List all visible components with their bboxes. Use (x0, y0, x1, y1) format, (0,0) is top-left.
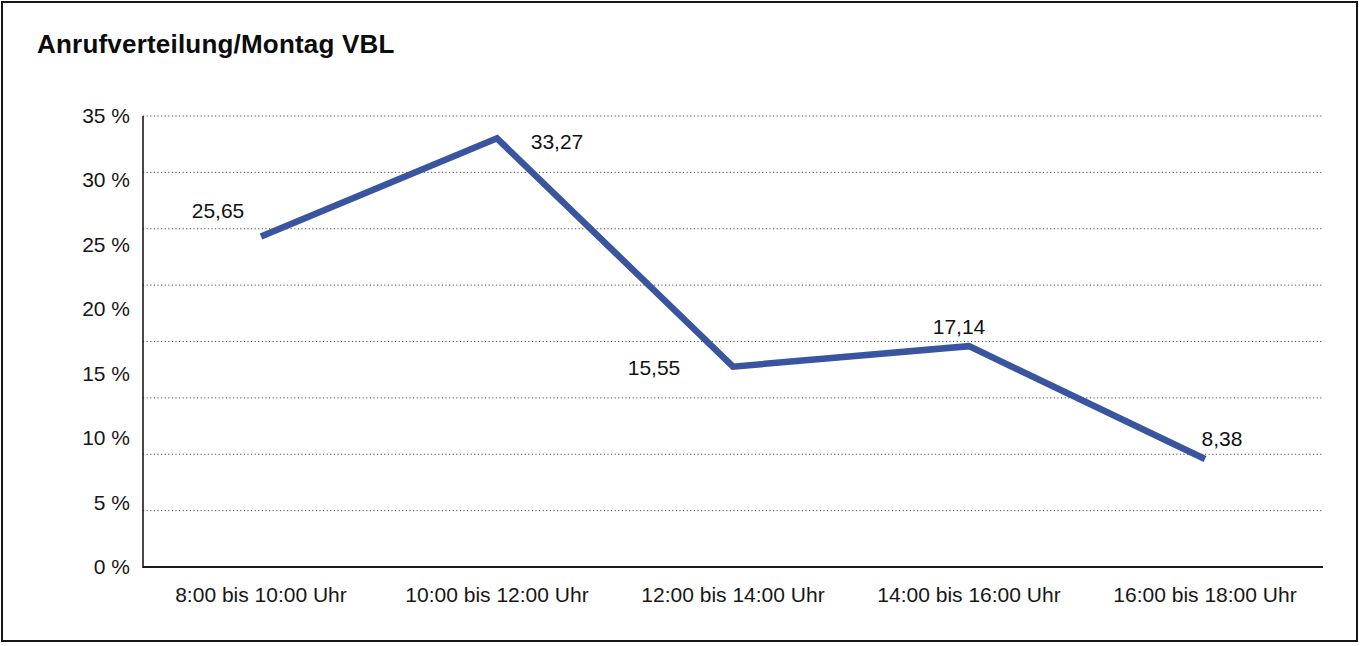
y-axis-tick-label: 25 % (35, 233, 130, 257)
data-line (261, 138, 1205, 459)
y-axis-tick-label: 35 % (35, 104, 130, 128)
y-axis-tick-label: 20 % (35, 297, 130, 321)
data-point-label: 8,38 (1202, 427, 1243, 451)
y-axis-tick-label: 5 % (35, 491, 130, 515)
data-point-label: 15,55 (628, 356, 681, 380)
y-axis-tick-label: 0 % (35, 555, 130, 579)
data-point-label: 25,65 (192, 199, 245, 223)
x-axis-category-label: 16:00 bis 18:00 Uhr (1055, 583, 1355, 607)
y-axis-tick-label: 15 % (35, 362, 130, 386)
chart-window: Anrufverteilung/Montag VBL 0 %5 %10 %15 … (0, 0, 1363, 646)
data-point-label: 33,27 (531, 130, 584, 154)
data-point-label: 17,14 (933, 315, 986, 339)
y-axis-tick-label: 10 % (35, 426, 130, 450)
plot-area (0, 0, 1363, 646)
y-axis-tick-label: 30 % (35, 168, 130, 192)
